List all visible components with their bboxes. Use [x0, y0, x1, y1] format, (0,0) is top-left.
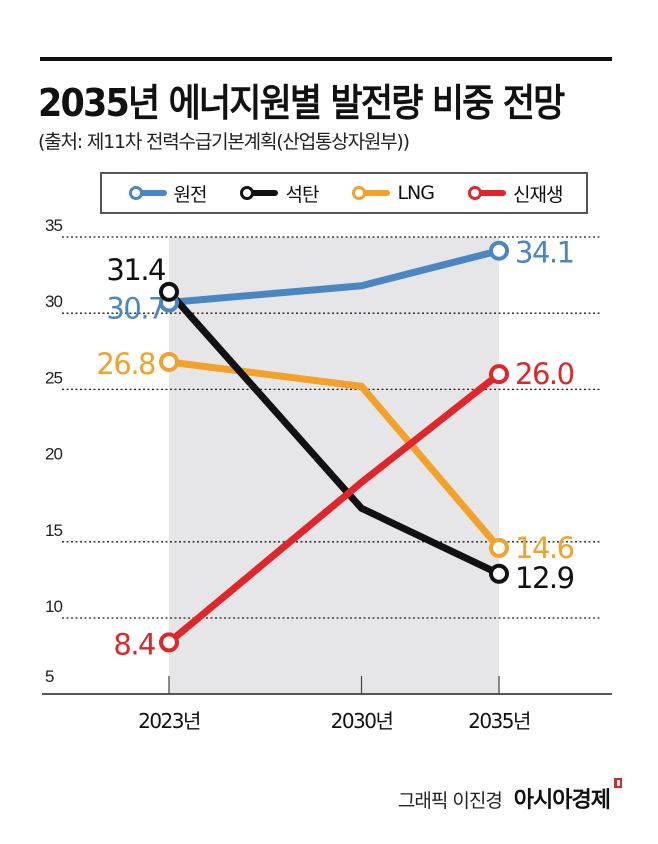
- credit-brand-logo: 아시아경제: [513, 788, 611, 813]
- brand-mark-icon: [614, 778, 622, 788]
- data-label-nuclear: 30.7: [106, 292, 165, 326]
- data-label-lng: 26.8: [96, 347, 155, 381]
- data-point-coal: [489, 563, 509, 584]
- series-line-coal: [166, 289, 501, 577]
- data-point-nuclear: [489, 240, 509, 261]
- data-label-nuclear: 34.1: [515, 236, 574, 270]
- series-line-nuclear: [168, 247, 500, 307]
- data-point-lng: [159, 351, 179, 372]
- data-point-renewable: [489, 364, 509, 385]
- legend-swatch-lng-icon: [352, 186, 391, 200]
- credit-artist: 그래픽 이진경: [397, 790, 503, 812]
- legend-swatch-renewable-icon: [468, 186, 507, 200]
- shaded-band: [169, 237, 499, 694]
- y-tick-label: 30: [45, 292, 62, 311]
- legend-label-coal: 석탄: [285, 183, 319, 206]
- series-line-renewable: [166, 371, 502, 646]
- legend-item-lng: LNG: [349, 182, 435, 204]
- y-tick-label: 15: [45, 521, 62, 540]
- legend: 원전 석탄 LNG 신재생: [100, 172, 588, 214]
- data-label-coal: 12.9: [515, 561, 574, 595]
- y-tick-label: 25: [45, 368, 62, 387]
- y-tick-label: 5: [45, 667, 54, 686]
- legend-label-renewable: 신재생: [513, 183, 563, 206]
- data-label-lng: 14.6: [515, 531, 574, 565]
- x-tick-label: 2035년: [468, 709, 530, 733]
- legend-label-lng: LNG: [397, 182, 435, 204]
- data-label-renewable: 8.4: [113, 627, 155, 661]
- legend-item-nuclear: 원전: [126, 180, 207, 207]
- legend-item-renewable: 신재생: [465, 180, 563, 207]
- data-point-coal: [159, 281, 179, 302]
- chart-title: 2035년 에너지원별 발전량 비중 전망: [38, 81, 565, 125]
- legend-swatch-nuclear-icon: [128, 186, 167, 200]
- data-label-renewable: 26.0: [515, 357, 574, 391]
- y-tick-label: 35: [45, 216, 62, 235]
- credit: 그래픽 이진경 아시아경제: [397, 778, 622, 814]
- chart-subtitle: (출처: 제11차 전력수급기본계획(산업통상자원부)): [38, 131, 410, 153]
- y-tick-label: 20: [45, 445, 62, 464]
- x-tick-label: 2030년: [331, 709, 393, 733]
- data-point-lng: [489, 537, 509, 558]
- data-label-coal: 31.4: [106, 253, 165, 287]
- y-tick-label: 10: [45, 597, 62, 616]
- top-rule: [40, 57, 612, 61]
- legend-swatch-coal-icon: [240, 186, 279, 200]
- data-point-renewable: [159, 632, 179, 653]
- legend-item-coal: 석탄: [237, 180, 319, 207]
- legend-label-nuclear: 원전: [173, 183, 208, 206]
- series-line-lng: [168, 358, 502, 551]
- x-tick-label: 2023년: [138, 709, 200, 733]
